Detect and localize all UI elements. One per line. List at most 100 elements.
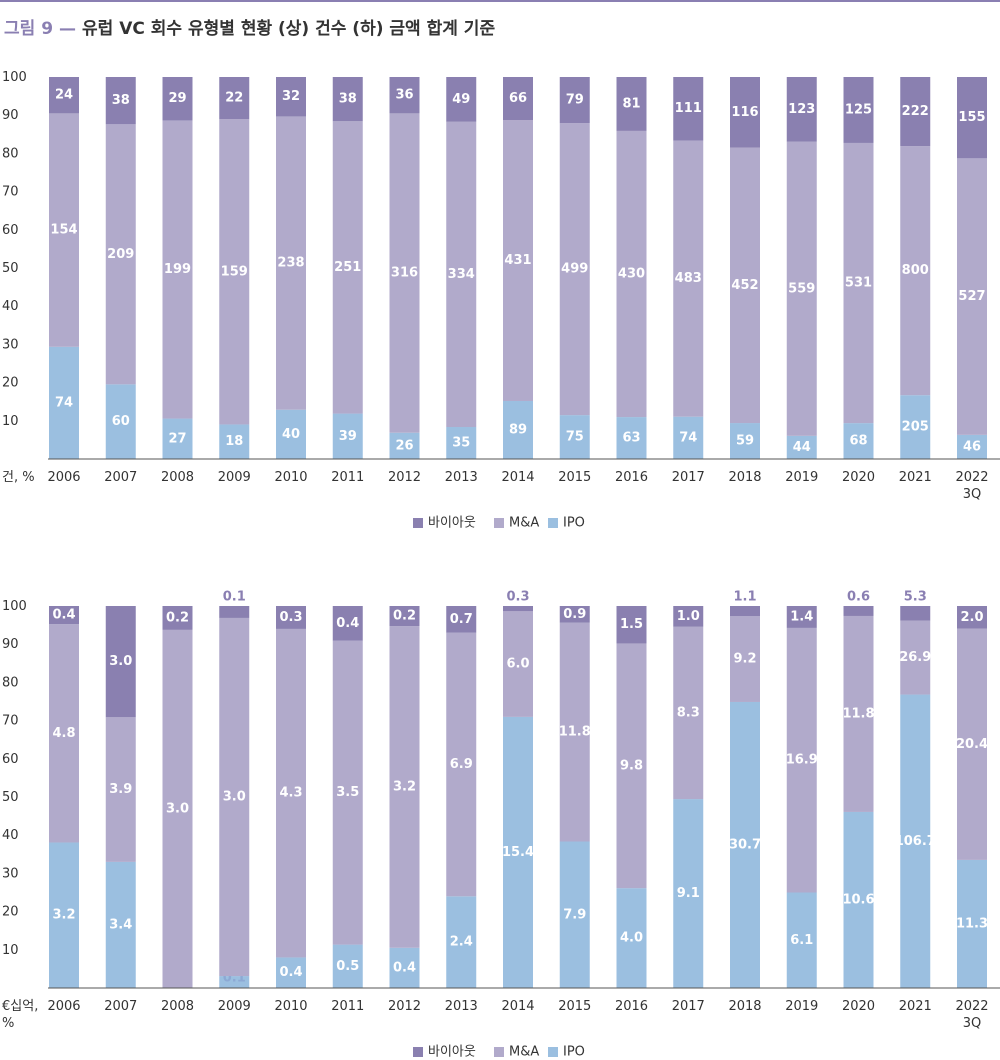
bar-ipo — [957, 859, 987, 988]
x-tick-label: 2007 — [104, 470, 137, 485]
data-label-ipo: 2.4 — [450, 935, 473, 950]
bar-buyout — [730, 77, 760, 148]
data-label-buyout: 3.0 — [109, 654, 132, 669]
bar-buyout — [276, 77, 306, 117]
x-tick-label: 2009 — [218, 470, 251, 485]
x-tick-label: 2015 — [558, 470, 591, 485]
data-label-ipo: 0.5 — [336, 959, 359, 974]
bar-buyout — [616, 77, 647, 131]
data-label-ipo: 59 — [736, 434, 754, 449]
x-tick-label: 3Q — [963, 487, 982, 502]
bar-ipo — [900, 694, 931, 988]
bar-buyout — [276, 606, 306, 629]
data-label-ipo: 26 — [395, 438, 413, 453]
y-tick-label: 100 — [2, 70, 27, 85]
bar-buyout — [616, 606, 647, 644]
data-label-ipo: 63 — [622, 431, 640, 446]
x-tick-label: 2011 — [331, 470, 364, 485]
bar-ipo — [843, 423, 874, 459]
bar-mna — [105, 717, 136, 862]
bar-buyout — [219, 606, 250, 618]
bar-buyout — [503, 606, 533, 612]
bar-ipo — [332, 413, 363, 459]
y-tick-label: 50 — [2, 790, 19, 805]
x-tick-label: 2020 — [842, 470, 875, 485]
bar-buyout — [446, 77, 477, 122]
legend-label-mna: M&A — [509, 516, 539, 531]
x-tick-label: 2021 — [899, 470, 932, 485]
bar-ipo — [786, 435, 817, 459]
data-label-mna: 527 — [958, 289, 985, 304]
bar-buyout — [162, 606, 193, 630]
bar-ipo — [389, 947, 420, 988]
y-tick-label: 100 — [2, 599, 27, 614]
bar-mna — [332, 121, 363, 414]
legend-label-buyout: 바이아웃 — [428, 1045, 476, 1060]
bar-ipo — [105, 384, 136, 459]
data-label-mna: 430 — [618, 266, 645, 281]
data-label-buyout: 125 — [845, 102, 872, 117]
data-label-mna: 238 — [277, 256, 304, 271]
bar-mna — [219, 617, 250, 977]
data-label-ipo: 89 — [509, 422, 527, 437]
bar-mna — [900, 620, 931, 695]
data-label-ipo: 74 — [55, 395, 73, 410]
data-label-ipo: 46 — [963, 439, 981, 454]
x-tick-label: 2011 — [331, 999, 364, 1014]
bar-buyout — [49, 77, 79, 114]
x-tick-label: 2022 — [955, 470, 988, 485]
legend-label-ipo: IPO — [563, 1045, 585, 1060]
data-label-buyout: 1.4 — [790, 609, 813, 624]
count-stacked-bar-chart: 10 20 30 40 50 60 70 80 90 100 74 154 24 2006 60 209 38 2… — [2, 70, 1000, 531]
data-label-ipo: 44 — [793, 440, 811, 455]
legend-swatch-mna — [494, 518, 504, 528]
data-label-mna: 209 — [107, 247, 134, 262]
y-tick-label: 50 — [2, 261, 19, 276]
bar-ipo — [503, 400, 533, 459]
bar-buyout — [843, 606, 874, 616]
data-label-buyout: 1.0 — [677, 609, 700, 624]
bar-buyout — [446, 606, 477, 633]
x-tick-label: 2021 — [899, 999, 932, 1014]
bar-mna — [843, 615, 874, 812]
bar-ipo — [219, 424, 250, 459]
bar-mna — [389, 113, 420, 433]
y-tick-label: 70 — [2, 714, 19, 729]
bar-mna — [446, 632, 477, 897]
data-label-mna: 452 — [731, 278, 758, 293]
data-label-mna: 4.8 — [52, 726, 75, 741]
bar-mna — [957, 158, 987, 435]
bar-ipo — [162, 418, 193, 459]
data-label-buyout: 32 — [282, 89, 300, 104]
x-tick-label: 2012 — [388, 470, 421, 485]
data-label-mna: 334 — [448, 267, 475, 282]
bar-mna — [616, 643, 647, 889]
y-tick-label: 30 — [2, 866, 19, 881]
bar-ipo — [105, 861, 136, 988]
unit-label: 건, % — [2, 470, 35, 485]
bar-buyout — [389, 606, 420, 627]
bar-ipo — [49, 346, 79, 459]
figure-number: 그림 9 — [4, 19, 54, 39]
data-label-mna: 251 — [334, 260, 361, 275]
data-label-ipo: 68 — [849, 434, 867, 449]
bar-ipo — [616, 417, 647, 459]
bar-mna — [673, 140, 704, 417]
data-label-buyout: 38 — [112, 93, 130, 108]
bar-buyout — [673, 606, 704, 627]
bar-mna — [49, 113, 79, 347]
bar-ipo — [730, 701, 760, 988]
x-tick-label: 2019 — [785, 999, 818, 1014]
bar-ipo — [276, 957, 306, 988]
x-tick-label: 2018 — [728, 999, 761, 1014]
data-label-ipo: 18 — [225, 434, 243, 449]
bar-buyout — [673, 77, 704, 141]
data-label-buyout: 38 — [339, 92, 357, 107]
bar-ipo — [786, 892, 817, 988]
bar-ipo — [389, 432, 420, 459]
data-label-buyout: 29 — [168, 91, 186, 106]
bar-mna — [786, 141, 817, 436]
data-label-ipo: 6.1 — [790, 933, 813, 948]
data-label-mna: 16.9 — [786, 753, 818, 768]
bar-buyout — [843, 77, 874, 143]
